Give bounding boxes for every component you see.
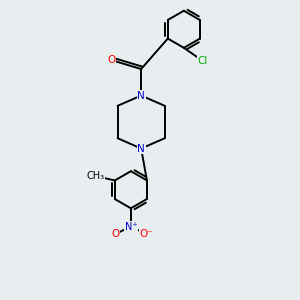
Text: O: O (111, 229, 120, 239)
Text: N: N (137, 91, 145, 100)
Text: CH₃: CH₃ (87, 171, 105, 181)
Text: N: N (137, 143, 145, 154)
Text: Cl: Cl (198, 56, 208, 66)
Text: N⁺: N⁺ (124, 222, 137, 232)
Text: O: O (108, 55, 116, 65)
Text: O⁻: O⁻ (139, 229, 153, 239)
